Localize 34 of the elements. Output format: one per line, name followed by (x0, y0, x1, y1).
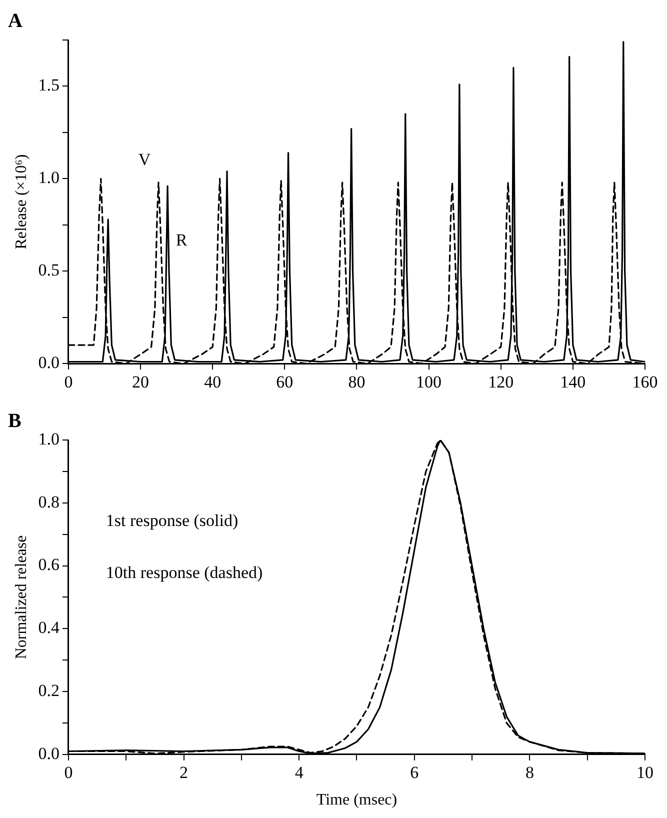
y-tick-label: 0.2 (38, 680, 60, 700)
x-tick-label: 60 (276, 372, 294, 392)
x-tick-label: 2 (180, 763, 188, 782)
y-tick-label: 1.0 (38, 429, 60, 448)
y-tick-label: 0.0 (38, 744, 60, 763)
y-tick-label: 1.5 (38, 76, 60, 95)
chart-title: A (8, 10, 23, 32)
x-tick-label: 140 (560, 372, 586, 392)
x-tick-label: 160 (632, 372, 658, 392)
x-tick-label: 6 (410, 763, 419, 782)
y-tick-label: 1.0 (38, 168, 60, 188)
x-tick-label: 40 (204, 372, 222, 392)
series-label: R (176, 230, 188, 250)
x-tick-label: 20 (132, 372, 150, 392)
x-axis-title: Time (msec) (316, 792, 398, 809)
x-tick-label: 10 (636, 763, 654, 782)
y-axis-title: Normalized release (12, 535, 30, 660)
y-tick-label: 0.5 (38, 260, 60, 280)
x-tick-label: 8 (525, 763, 534, 782)
x-tick-label: 0 (64, 763, 73, 782)
y-tick-label: 0.8 (38, 492, 60, 512)
y-axis-title: Release (×10⁶) (12, 154, 30, 250)
series-label: V (138, 150, 152, 169)
y-tick-label: 0.6 (38, 555, 60, 574)
chart-title: B (8, 410, 22, 432)
annotation: 10th response (dashed) (106, 563, 263, 582)
x-tick-label: 120 (488, 372, 514, 392)
x-tick-label: 100 (416, 372, 442, 392)
x-tick-label: 0 (64, 372, 73, 392)
x-tick-label: 4 (294, 763, 304, 782)
y-tick-label: 0.4 (38, 618, 60, 638)
x-tick-label: 80 (348, 372, 366, 392)
annotation: 1st response (solid) (106, 511, 238, 530)
y-tick-label: 0.0 (38, 353, 60, 372)
